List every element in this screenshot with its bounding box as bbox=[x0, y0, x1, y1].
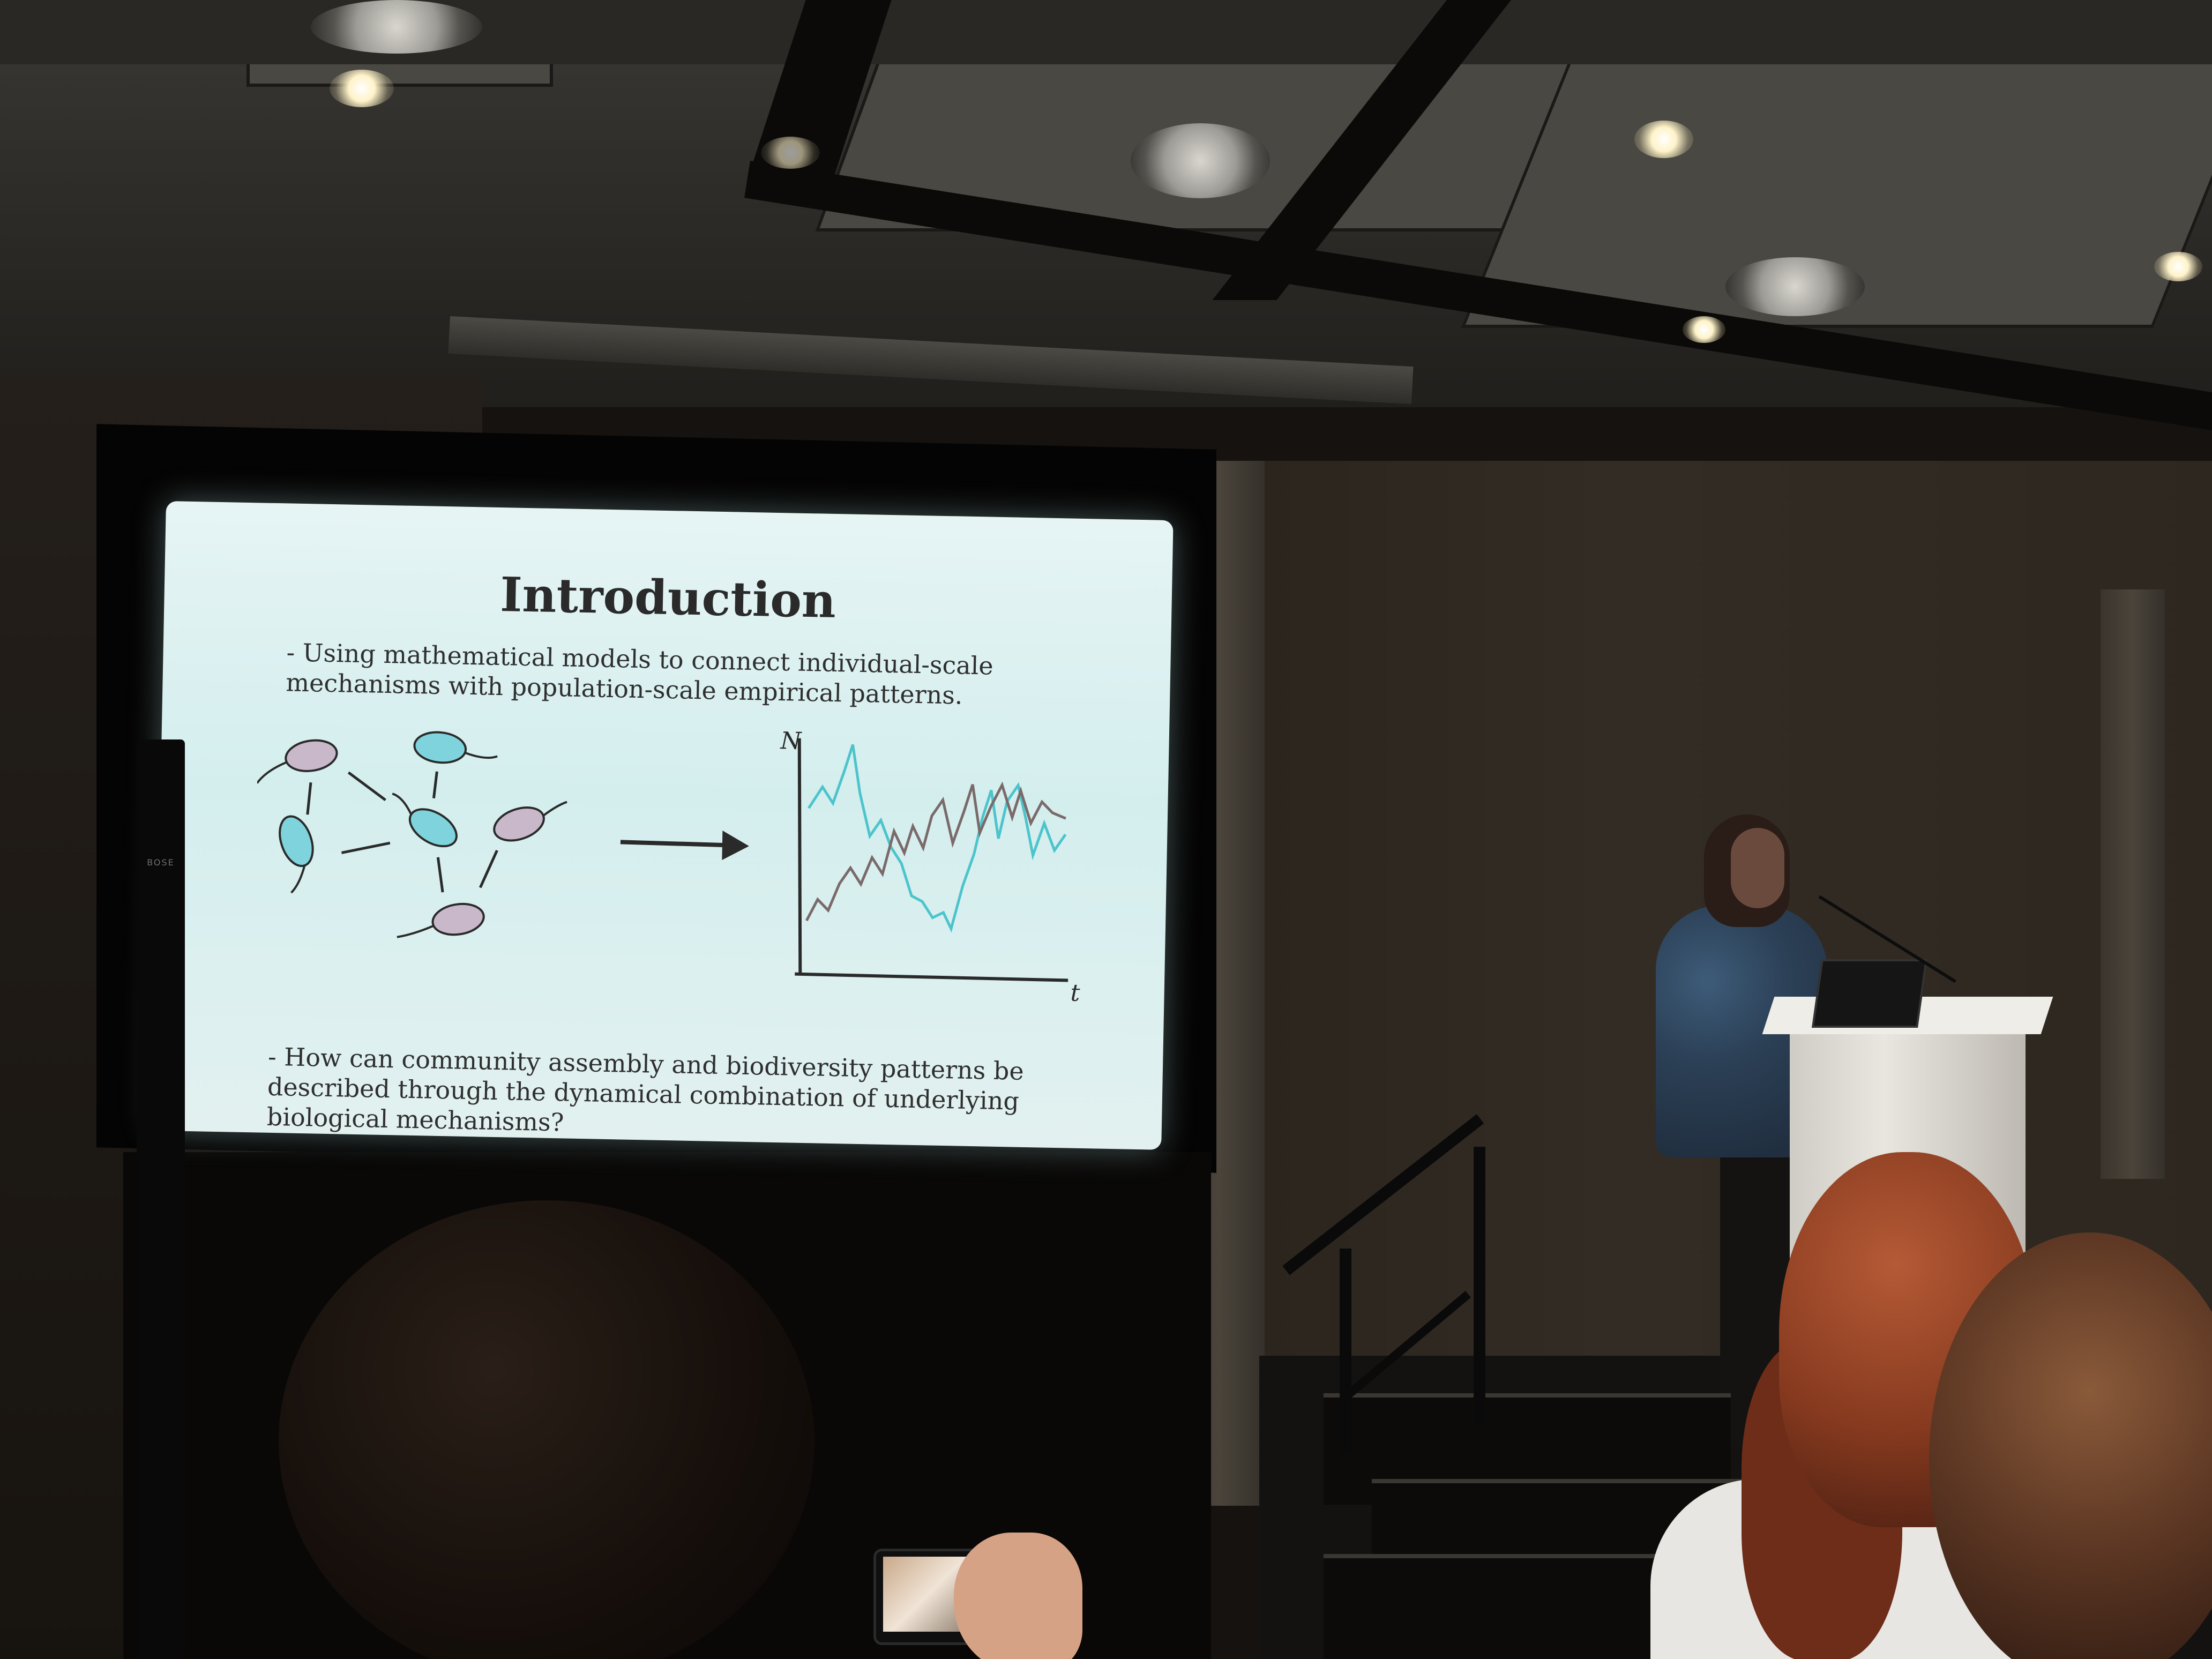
series-gray-line bbox=[805, 781, 1066, 922]
slide-bullet-2: - How can community assembly and biodive… bbox=[266, 1042, 1025, 1137]
presentation-slide: Introduction - Using mathematical models… bbox=[154, 501, 1174, 1150]
loudspeaker-column bbox=[137, 739, 185, 1659]
ceiling-light bbox=[761, 137, 820, 169]
wall-pillar bbox=[2101, 589, 2165, 1179]
handrail-post bbox=[1474, 1147, 1485, 1425]
x-axis-label: t bbox=[1070, 980, 1080, 1007]
slide-title: Introduction bbox=[499, 566, 837, 629]
microbe-teal bbox=[413, 731, 498, 764]
ceiling-light bbox=[1634, 121, 1693, 158]
audience-head bbox=[279, 1200, 814, 1659]
handrail-post bbox=[1340, 1249, 1351, 1452]
microbe-purple bbox=[397, 902, 485, 938]
presenter-face bbox=[1731, 828, 1784, 908]
ceiling-vent bbox=[311, 0, 482, 54]
transition-arrow bbox=[620, 831, 749, 861]
laptop bbox=[1812, 959, 1927, 1028]
ceiling-light bbox=[2154, 252, 2202, 281]
audience-head bbox=[1929, 1232, 2212, 1659]
interaction-arrows bbox=[306, 771, 498, 893]
x-axis bbox=[795, 972, 1068, 982]
slide-illustration: N t bbox=[256, 727, 1080, 1007]
y-axis-label: N bbox=[780, 727, 802, 755]
ceiling-vent bbox=[1131, 123, 1270, 198]
ceiling-vent bbox=[1725, 257, 1865, 316]
y-axis bbox=[797, 738, 802, 974]
microbe-cluster bbox=[256, 731, 567, 938]
speaker-brand-label: BOSE bbox=[147, 857, 175, 868]
microbe-teal bbox=[279, 815, 314, 894]
ceiling-light bbox=[330, 70, 394, 107]
population-chart: N t bbox=[780, 727, 1080, 1007]
microbe-purple bbox=[493, 801, 567, 842]
ceiling-light bbox=[1683, 316, 1725, 343]
series-teal-line bbox=[808, 744, 1067, 933]
microbe-purple bbox=[256, 739, 338, 784]
slide-bullet-1: - Using mathematical models to connect i… bbox=[286, 638, 994, 710]
microbe-teal bbox=[392, 793, 458, 848]
hand bbox=[954, 1533, 1082, 1659]
